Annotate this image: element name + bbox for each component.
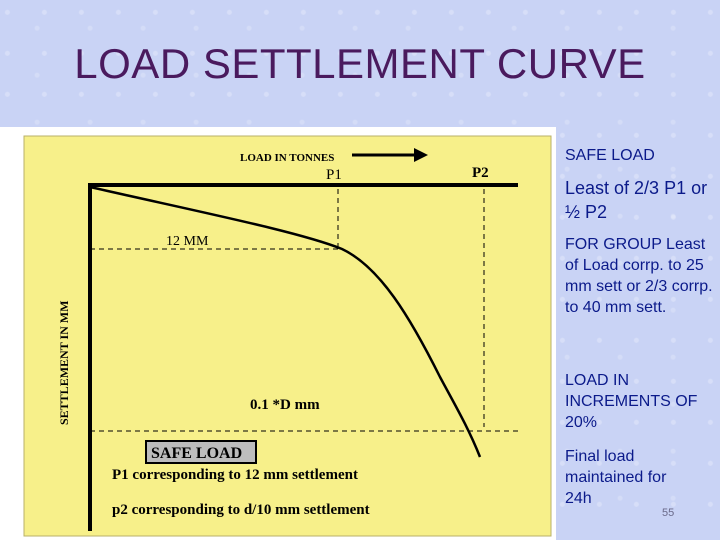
settlement-d-label: 0.1 *D mm	[250, 397, 320, 413]
load-settlement-diagram: LOAD IN TONNES P1 P2 12 MM 0.1 *D mm SET…	[23, 135, 552, 537]
note-p2: p2 corresponding to d/10 mm settlement	[112, 502, 370, 518]
sidebar-safe-load-heading: SAFE LOAD	[565, 147, 655, 164]
sidebar-for-group: FOR GROUP Least of Load corrp. to 25 mm …	[565, 236, 713, 316]
safe-load-box	[145, 440, 257, 464]
sidebar-final-load: Final load maintained for 24h	[565, 448, 667, 507]
chart-background	[23, 135, 552, 537]
slide-title: LOAD SETTLEMENT CURVE	[74, 40, 646, 87]
p1-label: P1	[326, 167, 342, 183]
diagram-panel: LOAD IN TONNES P1 P2 12 MM 0.1 *D mm SET…	[0, 127, 556, 540]
sidebar-least-of: Least of 2/3 P1 or ½ P2	[565, 178, 708, 222]
settlement-12mm-label: 12 MM	[166, 234, 209, 249]
y-axis-label: SETTLEMENT IN MM	[57, 301, 71, 425]
load-settlement-curve	[89, 185, 482, 458]
note-p1: P1 corresponding to 12 mm settlement	[112, 467, 358, 483]
sidebar-increments: LOAD IN INCREMENTS OF 20%	[565, 372, 698, 431]
page-number: 55	[662, 507, 675, 519]
safe-load-box-label: SAFE LOAD	[151, 445, 242, 462]
load-arrow-head	[414, 148, 428, 162]
x-axis-label: LOAD IN TONNES	[240, 152, 334, 164]
p2-label: P2	[472, 165, 489, 181]
